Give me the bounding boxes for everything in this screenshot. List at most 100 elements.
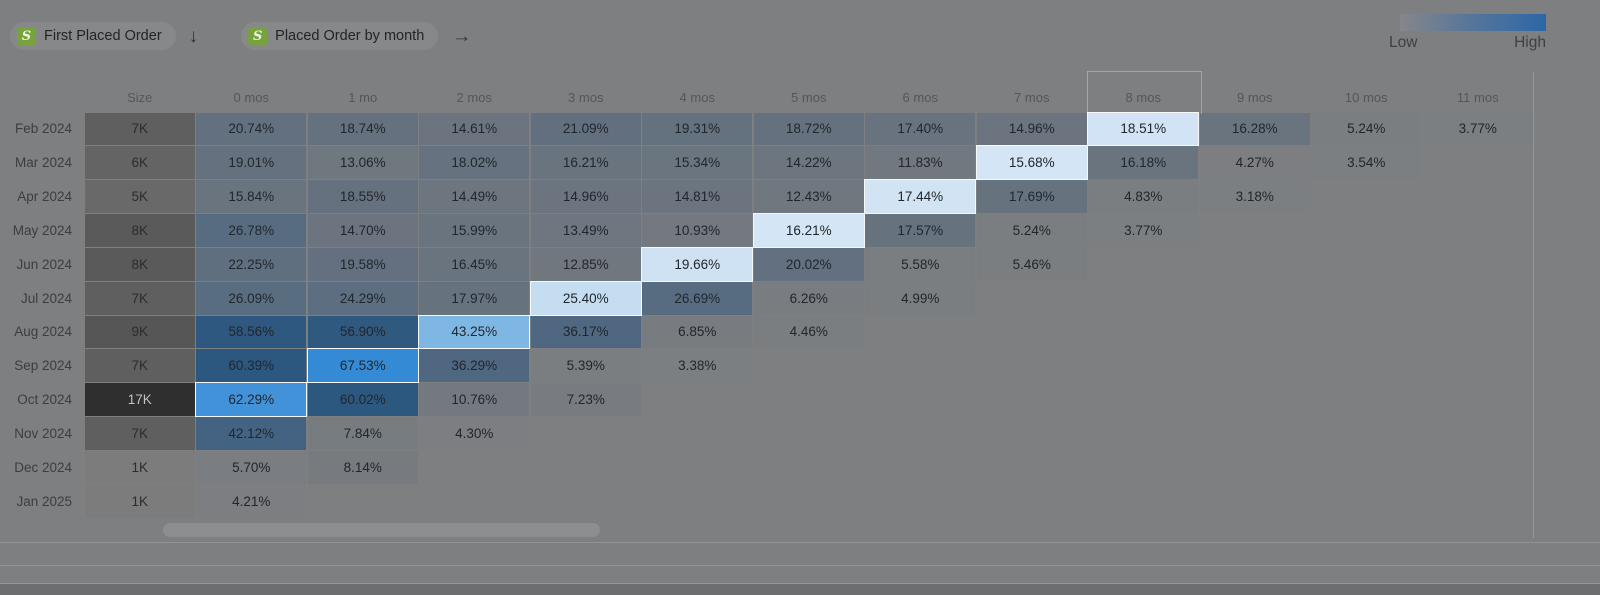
heatmap-cell[interactable]: 17.44%: [865, 180, 976, 214]
heatmap-cell[interactable]: 25.40%: [530, 281, 641, 315]
heatmap-cell[interactable]: 5.46%: [976, 247, 1087, 281]
heatmap-cell[interactable]: 21.09%: [530, 112, 641, 146]
heatmap-cell[interactable]: 11.83%: [865, 146, 976, 180]
heatmap-cell[interactable]: 15.34%: [642, 146, 753, 180]
heatmap-cell[interactable]: 43.25%: [419, 315, 530, 349]
heatmap-cell[interactable]: 26.09%: [196, 281, 307, 315]
heatmap-cell[interactable]: 16.45%: [419, 247, 530, 281]
heatmap-cell[interactable]: 13.06%: [307, 146, 418, 180]
heatmap-cell[interactable]: 36.29%: [419, 349, 530, 383]
row-label: Nov 2024: [14, 426, 72, 442]
heatmap-cell[interactable]: 8.14%: [307, 450, 418, 484]
heatmap-cell[interactable]: 16.21%: [753, 214, 864, 247]
heatmap-cell[interactable]: 17.57%: [865, 214, 976, 247]
heatmap-cell[interactable]: 4.21%: [196, 484, 307, 518]
heatmap-cell[interactable]: 4.46%: [753, 315, 864, 349]
heatmap-cell[interactable]: 3.54%: [1311, 146, 1422, 180]
heatmap-cell[interactable]: 14.96%: [530, 180, 641, 214]
heatmap-cell[interactable]: 7.23%: [530, 383, 641, 417]
heatmap-cell[interactable]: 5.39%: [530, 349, 641, 383]
cohort-size-cell[interactable]: 1K: [84, 450, 195, 484]
cohort-size-cell[interactable]: 5K: [84, 180, 195, 214]
heatmap-cell[interactable]: 26.78%: [196, 214, 307, 247]
cohort-size-cell[interactable]: 7K: [84, 349, 195, 383]
heatmap-cell[interactable]: 36.17%: [530, 315, 641, 349]
heatmap-cell[interactable]: 16.28%: [1199, 112, 1310, 146]
heatmap-cell[interactable]: 19.58%: [307, 247, 418, 281]
heatmap-cell[interactable]: 3.77%: [1088, 214, 1199, 247]
heatmap-cell[interactable]: 18.55%: [307, 180, 418, 214]
heatmap-cell[interactable]: 24.29%: [307, 281, 418, 315]
heatmap-cell[interactable]: 42.12%: [196, 417, 307, 450]
cohort-size-cell[interactable]: 7K: [84, 112, 195, 146]
heatmap-cell[interactable]: 14.70%: [307, 214, 418, 247]
cohort-size-cell[interactable]: 8K: [84, 214, 195, 247]
heatmap-cell[interactable]: 14.81%: [642, 180, 753, 214]
heatmap-cell[interactable]: 17.40%: [865, 112, 976, 146]
empty-cell: [1200, 316, 1310, 349]
empty-cell: [1311, 417, 1421, 450]
heatmap-cell[interactable]: 67.53%: [307, 349, 418, 383]
heatmap-cell[interactable]: 3.18%: [1199, 180, 1310, 214]
heatmap-cell[interactable]: 16.18%: [1088, 146, 1199, 180]
heatmap-cell[interactable]: 6.26%: [753, 281, 864, 315]
event-pill-first-placed-order[interactable]: S First Placed Order: [10, 22, 176, 50]
heatmap-cell[interactable]: 17.97%: [419, 281, 530, 315]
cohort-size-cell[interactable]: 17K: [84, 383, 195, 417]
heatmap-cell[interactable]: 14.61%: [419, 112, 530, 146]
heatmap-cell[interactable]: 18.51%: [1088, 112, 1199, 146]
heatmap-cell[interactable]: 22.25%: [196, 247, 307, 281]
cohort-size-cell[interactable]: 6K: [84, 146, 195, 180]
heatmap-cell[interactable]: 5.24%: [1311, 112, 1422, 146]
cohort-size-cell[interactable]: 7K: [84, 417, 195, 450]
heatmap-cell[interactable]: 58.56%: [196, 315, 307, 349]
heatmap-cell[interactable]: 3.77%: [1422, 112, 1533, 146]
heatmap-cell[interactable]: 12.43%: [753, 180, 864, 214]
heatmap-cell[interactable]: 18.72%: [753, 112, 864, 146]
heatmap-cell[interactable]: 5.24%: [976, 214, 1087, 247]
cohort-size-cell[interactable]: 7K: [84, 281, 195, 315]
heatmap-cell[interactable]: 20.02%: [753, 247, 864, 281]
cohort-size-cell[interactable]: 8K: [84, 247, 195, 281]
heatmap-cell[interactable]: 15.68%: [976, 146, 1087, 180]
heatmap-cell[interactable]: 20.74%: [196, 112, 307, 146]
empty-cell: [865, 451, 975, 484]
cohort-size-cell[interactable]: 9K: [84, 315, 195, 349]
heatmap-cell[interactable]: 62.29%: [196, 383, 307, 417]
horizontal-scrollbar-thumb[interactable]: [163, 523, 600, 537]
heatmap-cell[interactable]: 56.90%: [307, 315, 418, 349]
heatmap-cell[interactable]: 19.31%: [642, 112, 753, 146]
heatmap-cell[interactable]: 4.27%: [1199, 146, 1310, 180]
heatmap-cell[interactable]: 60.39%: [196, 349, 307, 383]
heatmap-cell[interactable]: 14.22%: [753, 146, 864, 180]
heatmap-cell[interactable]: 10.93%: [642, 214, 753, 247]
event-pill-placed-order-by-month[interactable]: S Placed Order by month: [241, 22, 439, 50]
heatmap-cell[interactable]: 18.02%: [419, 146, 530, 180]
empty-cell: [531, 451, 641, 484]
heatmap-cell[interactable]: 19.66%: [642, 247, 753, 281]
heatmap-cell[interactable]: 15.99%: [419, 214, 530, 247]
heatmap-cell[interactable]: 12.85%: [530, 247, 641, 281]
column-header: 6 mos: [902, 90, 938, 105]
heatmap-cell[interactable]: 15.84%: [196, 180, 307, 214]
heatmap-cell[interactable]: 18.74%: [307, 112, 418, 146]
heatmap-cell[interactable]: 3.38%: [642, 349, 753, 383]
heatmap-cell[interactable]: 4.83%: [1088, 180, 1199, 214]
heatmap-cell[interactable]: 19.01%: [196, 146, 307, 180]
heatmap-cell[interactable]: 26.69%: [642, 281, 753, 315]
heatmap-cell[interactable]: 7.84%: [307, 417, 418, 450]
heatmap-cell[interactable]: 5.58%: [865, 247, 976, 281]
heatmap-cell[interactable]: 4.30%: [419, 417, 530, 450]
heatmap-cell[interactable]: 10.76%: [419, 383, 530, 417]
cohort-size-cell[interactable]: 1K: [84, 484, 195, 518]
heatmap-cell[interactable]: 4.99%: [865, 281, 976, 315]
empty-cell: [642, 417, 752, 450]
heatmap-cell[interactable]: 14.49%: [419, 180, 530, 214]
heatmap-cell[interactable]: 17.69%: [976, 180, 1087, 214]
heatmap-cell[interactable]: 16.21%: [530, 146, 641, 180]
heatmap-cell[interactable]: 5.70%: [196, 450, 307, 484]
heatmap-cell[interactable]: 14.96%: [976, 112, 1087, 146]
heatmap-cell[interactable]: 6.85%: [642, 315, 753, 349]
heatmap-cell[interactable]: 60.02%: [307, 383, 418, 417]
heatmap-cell[interactable]: 13.49%: [530, 214, 641, 247]
